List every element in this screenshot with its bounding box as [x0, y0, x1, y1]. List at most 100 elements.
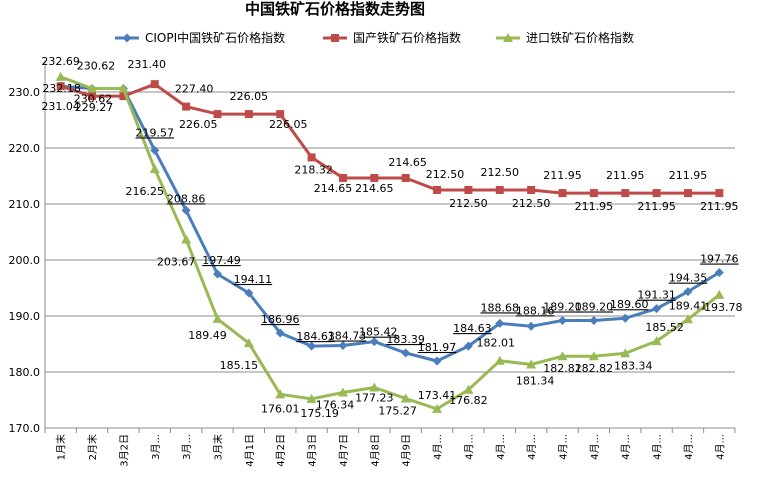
- data-point: [243, 338, 254, 348]
- data-point: [526, 321, 536, 331]
- data-point: [588, 351, 599, 361]
- x-tick-label: 4月...: [652, 434, 664, 460]
- data-label: 182.82: [543, 362, 582, 375]
- data-point: [463, 384, 474, 394]
- data-point: [181, 205, 191, 215]
- y-axis: 170.0 180.0 190.0 200.0 210.0 220.0 230.0: [9, 60, 46, 435]
- data-label: 211.95: [575, 200, 614, 213]
- data-point: [213, 269, 222, 279]
- data-label: 226.05: [269, 118, 308, 131]
- data-point: [714, 289, 725, 299]
- data-label: 194.11: [234, 273, 273, 286]
- x-tick-label: 4月8日: [369, 434, 381, 467]
- data-point: [370, 173, 379, 182]
- y-tick-label: 230.0: [9, 86, 41, 99]
- data-label: 231.04: [41, 100, 80, 113]
- data-label: 184.73: [328, 330, 367, 343]
- data-point: [400, 393, 411, 403]
- data-label: 183.34: [614, 359, 653, 372]
- data-point: [715, 189, 724, 198]
- data-label: 227.40: [175, 83, 214, 96]
- data-labels: 231.04230.62219.57208.86197.49194.11186.…: [41, 55, 742, 420]
- data-point: [714, 268, 724, 278]
- data-point: [338, 173, 347, 182]
- y-tick-label: 200.0: [9, 254, 41, 267]
- data-label: 229.27: [75, 101, 114, 114]
- data-point: [401, 348, 411, 358]
- data-point: [683, 287, 693, 297]
- data-label: 188.68: [481, 301, 520, 314]
- data-label: 194.35: [669, 272, 708, 285]
- x-tick-label: 4月...: [495, 434, 507, 460]
- data-point: [620, 348, 631, 358]
- data-point: [56, 82, 65, 91]
- data-point: [213, 110, 222, 119]
- x-tick-label: 1月末: [55, 434, 68, 460]
- data-point: [369, 382, 380, 392]
- chart-title: 中国铁矿石价格指数走势图: [245, 0, 425, 18]
- data-label: 211.95: [669, 169, 708, 182]
- x-tick-label: 4月1日: [244, 434, 256, 467]
- data-label: 230.62: [77, 60, 116, 73]
- data-point: [338, 341, 348, 351]
- data-point: [118, 83, 129, 93]
- data-label: 219.57: [136, 126, 175, 139]
- x-axis: 1月末 2月末 3月2日 3月... 3月... 3月末 4月1日 4月2日 4月3日 4月7日 4…: [44, 428, 736, 467]
- series-line-1: [60, 82, 720, 195]
- data-label: 193.78: [704, 301, 743, 314]
- data-point: [150, 80, 159, 89]
- data-point: [495, 318, 505, 328]
- data-point: [557, 351, 568, 361]
- data-label: 173.41: [418, 389, 457, 402]
- legend-marker: [122, 33, 132, 43]
- series-line-0: [60, 84, 721, 363]
- x-tick-label: 4月7日: [338, 434, 350, 467]
- x-tick-label: 4月...: [620, 434, 632, 460]
- data-label: 191.31: [637, 289, 676, 302]
- x-tick-label: 3月...: [181, 434, 193, 460]
- data-point: [244, 288, 254, 298]
- data-label: 181.97: [418, 341, 457, 354]
- data-label: 212.50: [481, 166, 520, 179]
- data-label: 212.50: [512, 197, 551, 210]
- y-tick-label: 180.0: [9, 366, 41, 379]
- data-point: [337, 387, 348, 397]
- data-label: 214.65: [314, 182, 353, 195]
- data-point: [558, 189, 567, 198]
- data-label: 189.20: [575, 300, 614, 313]
- data-label: 232.18: [42, 82, 81, 95]
- data-label: 197.49: [202, 254, 241, 267]
- data-label: 232.69: [41, 55, 80, 68]
- y-tick-label: 210.0: [9, 198, 41, 211]
- data-point: [307, 153, 316, 162]
- x-tick-label: 4月3日: [307, 434, 319, 467]
- data-label: 208.86: [167, 192, 206, 205]
- data-point: [149, 164, 160, 173]
- legend-label: 进口铁矿石价格指数: [526, 30, 634, 45]
- data-point: [651, 336, 662, 346]
- data-label: 231.40: [128, 58, 167, 71]
- grid-lines: [45, 91, 735, 429]
- legend: CIOPI中国铁矿石价格指数 国产铁矿石价格指数 进口铁矿石价格指数: [115, 30, 634, 45]
- data-label: 212.50: [449, 197, 488, 210]
- legend-marker: [331, 34, 339, 42]
- y-tick-label: 190.0: [9, 310, 41, 323]
- data-point: [558, 315, 567, 325]
- data-label: 182.01: [477, 337, 516, 350]
- data-label: 185.15: [220, 359, 259, 372]
- x-tick-label: 3月2日: [118, 434, 130, 467]
- data-label: 189.41: [669, 299, 708, 312]
- data-point: [652, 304, 662, 314]
- y-tick-label: 220.0: [9, 142, 41, 155]
- data-label: 176.01: [261, 402, 300, 415]
- data-point: [464, 186, 473, 194]
- data-point: [212, 313, 223, 323]
- series-group: [55, 71, 725, 413]
- data-label: 182.82: [575, 362, 614, 375]
- data-point: [683, 189, 692, 198]
- data-point: [432, 403, 443, 413]
- data-label: 226.05: [230, 90, 269, 103]
- x-tick-label: 3月...: [150, 434, 162, 460]
